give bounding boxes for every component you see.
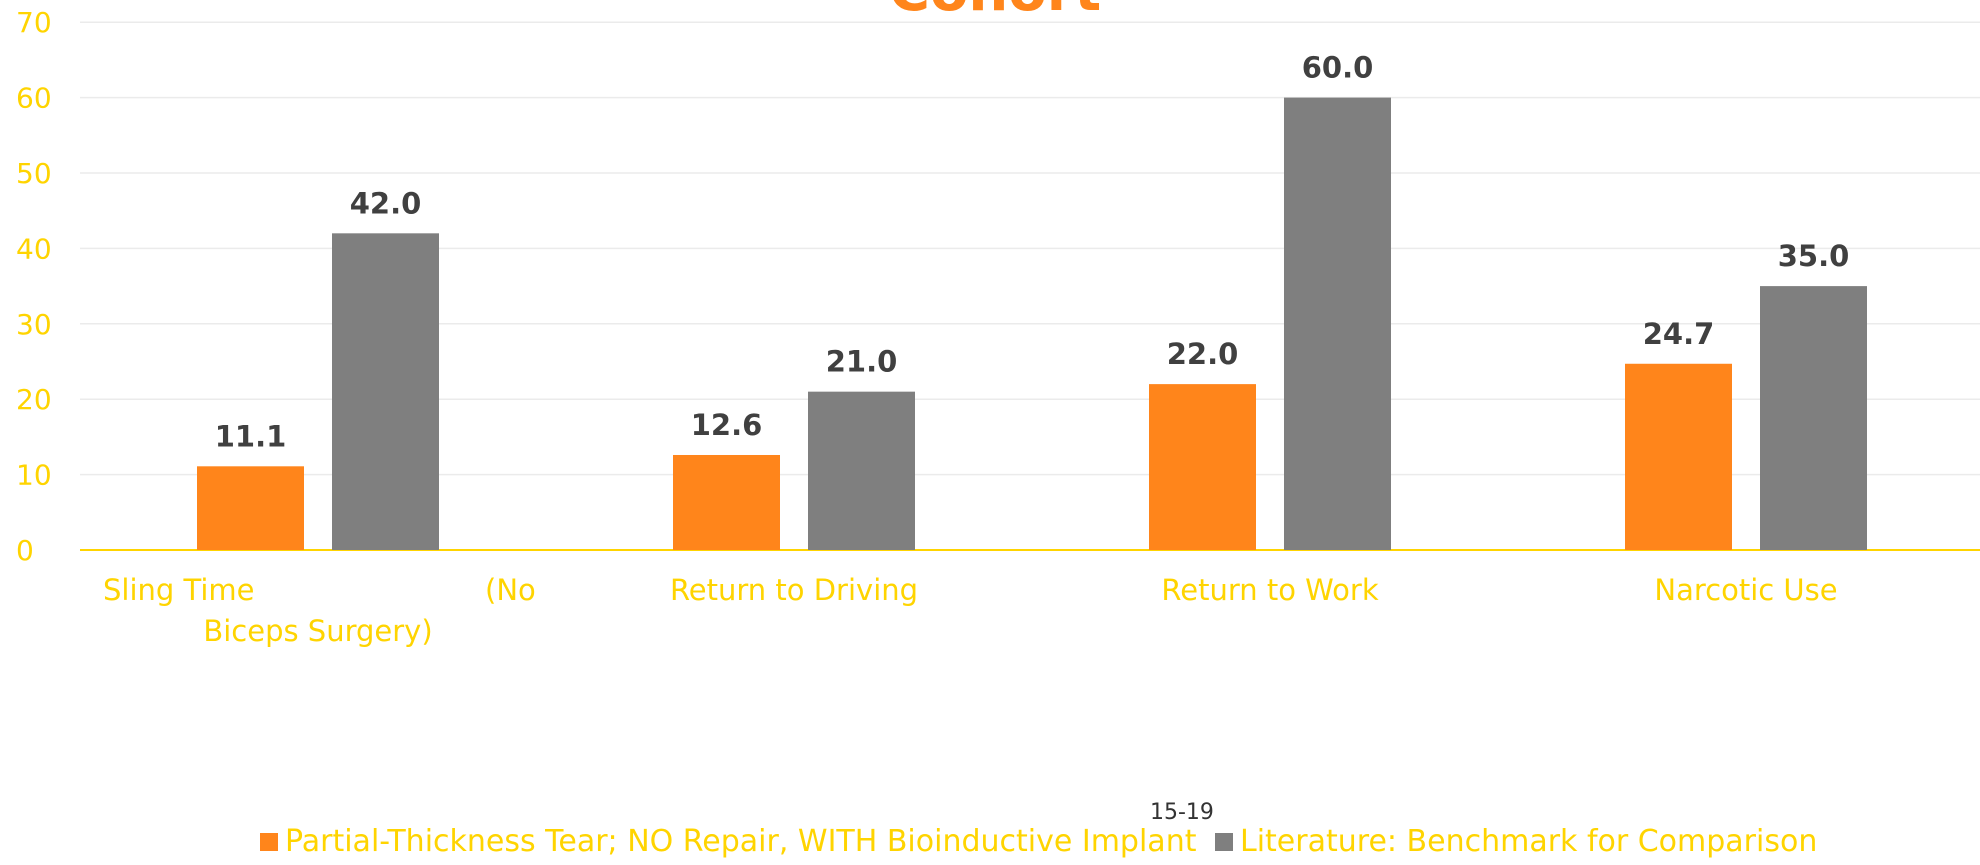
x-tick-label: Biceps Surgery) <box>203 614 432 648</box>
data-label: 60.0 <box>1302 51 1374 85</box>
data-label: 22.0 <box>1167 337 1239 371</box>
data-label: 35.0 <box>1778 239 1850 273</box>
x-tick-label-part: (No <box>485 573 536 607</box>
legend-swatch-series-1 <box>260 832 278 851</box>
bar-implant <box>1625 363 1732 550</box>
bar-implant <box>673 454 780 550</box>
x-tick-label: Narcotic Use <box>1654 573 1837 607</box>
y-tick-label: 20 <box>16 383 52 416</box>
bar-benchmark <box>332 233 439 550</box>
y-tick-label: 50 <box>16 157 52 190</box>
bar-implant <box>1149 384 1256 550</box>
x-tick-label: Return to Work <box>1161 573 1378 607</box>
legend-swatch-series-2 <box>1215 832 1233 851</box>
bar-benchmark <box>1760 286 1867 550</box>
data-label: 12.6 <box>691 408 763 442</box>
data-label: 21.0 <box>826 345 898 379</box>
y-tick-label: 40 <box>16 232 52 265</box>
y-tick-label: 0 <box>16 534 34 567</box>
bar-benchmark <box>808 391 915 550</box>
legend-label-series-2: Literature: Benchmark for Comparison <box>1240 824 1818 859</box>
y-tick-label: 70 <box>16 6 52 39</box>
legend-item-series-1: Partial-Thickness Tear; NO Repair, WITH … <box>260 824 1196 859</box>
data-label: 24.7 <box>1643 317 1715 351</box>
footnote: 15-19 <box>1150 800 1214 825</box>
x-tick-label: Sling Time <box>103 573 255 607</box>
y-tick-label: 30 <box>16 308 52 341</box>
data-label: 42.0 <box>350 186 422 220</box>
bar-implant <box>197 466 304 550</box>
y-tick-label: 10 <box>16 459 52 492</box>
y-tick-label: 60 <box>16 82 52 115</box>
legend: Partial-Thickness Tear; NO Repair, WITH … <box>0 824 1980 864</box>
data-label: 11.1 <box>215 419 287 453</box>
bar-benchmark <box>1284 97 1391 550</box>
legend-label-series-1: Partial-Thickness Tear; NO Repair, WITH … <box>285 824 1197 859</box>
x-tick-label: Return to Driving <box>670 573 918 607</box>
chart-title: Cohort <box>889 0 1101 24</box>
legend-item-series-2: Literature: Benchmark for Comparison <box>1215 824 1817 859</box>
